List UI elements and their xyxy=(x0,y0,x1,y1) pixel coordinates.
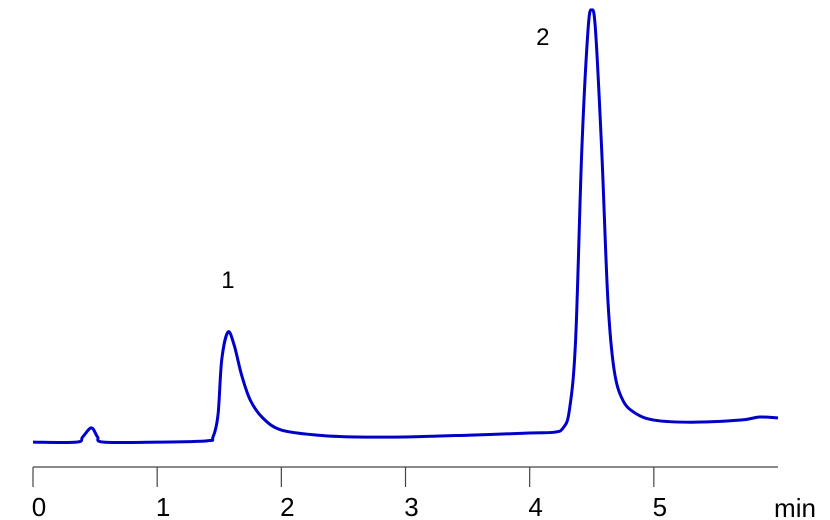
x-tick-label: 4 xyxy=(528,492,542,520)
x-tick-label: 0 xyxy=(32,492,46,520)
peak-label-2: 2 xyxy=(536,24,549,51)
x-axis: 0 1 2 3 4 5 xyxy=(32,466,778,520)
x-tick-label: 5 xyxy=(653,492,667,520)
x-tick-label: 2 xyxy=(280,492,294,520)
chromatogram-trace xyxy=(32,8,779,445)
x-tick-label: 1 xyxy=(156,492,170,520)
x-axis-label: min xyxy=(774,493,816,520)
x-tick-label: 3 xyxy=(404,492,418,520)
peak-label-1: 1 xyxy=(221,267,234,294)
